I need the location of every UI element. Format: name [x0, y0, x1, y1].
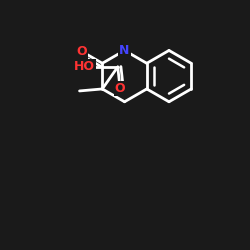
Text: O: O: [76, 45, 87, 58]
Text: O: O: [115, 82, 126, 96]
Text: N: N: [119, 44, 130, 57]
Text: HO: HO: [74, 60, 95, 74]
